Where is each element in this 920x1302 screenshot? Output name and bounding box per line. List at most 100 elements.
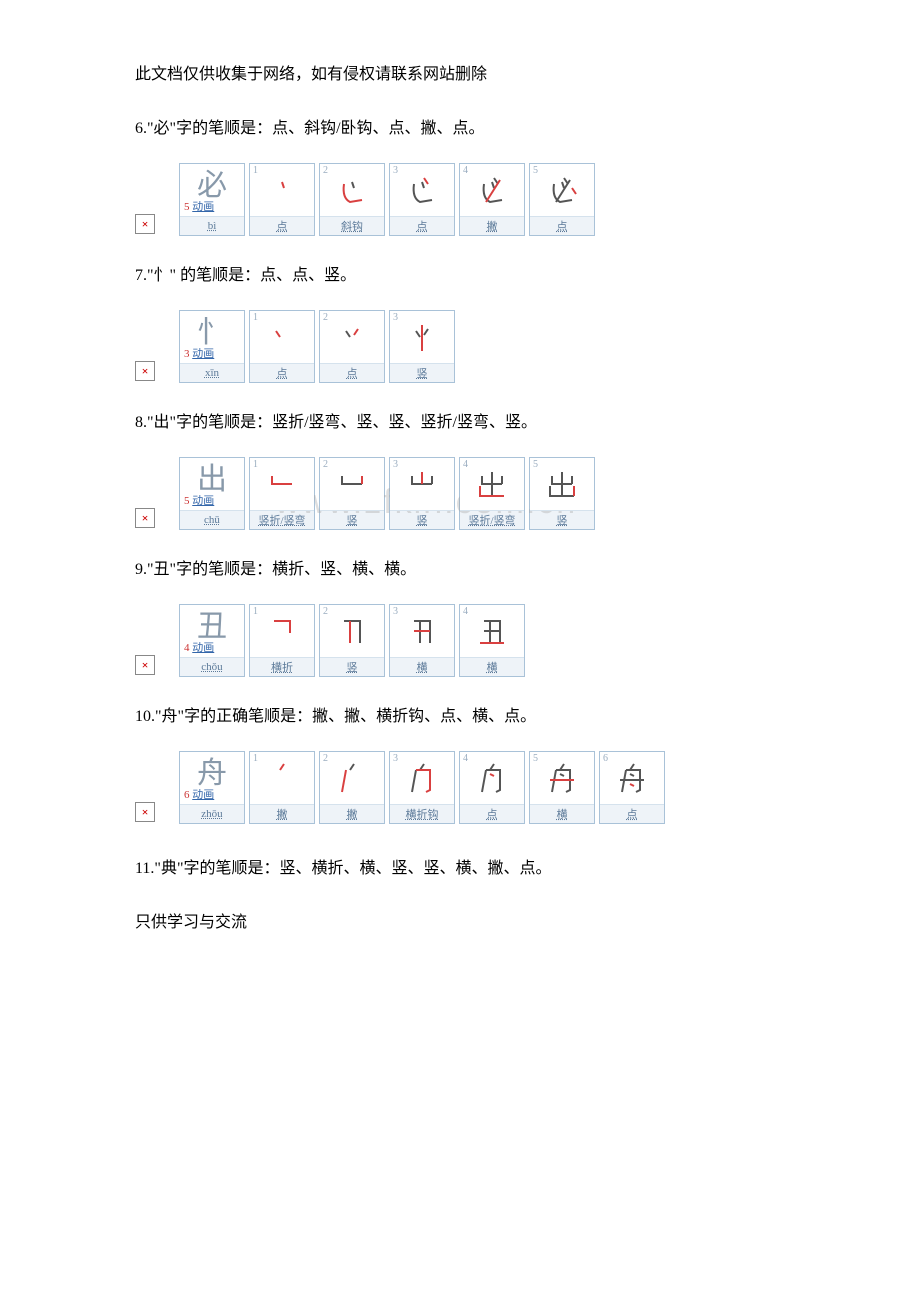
stroke-name: 竖折/竖弯: [250, 511, 314, 529]
step-number: 3: [393, 753, 398, 764]
step-number: 1: [253, 165, 258, 176]
stroke-cell: 4竖折/竖弯: [459, 457, 525, 530]
stroke-svg: [332, 464, 372, 504]
broken-image-icon: ×: [135, 508, 155, 528]
stroke-name: 点: [600, 805, 664, 823]
stroke-cell: 1横折: [249, 604, 315, 677]
stroke-name: 点: [250, 364, 314, 382]
stroke-name: 点: [530, 217, 594, 235]
stroke-cell-body: 3: [390, 164, 454, 217]
stroke-cell-body: 5: [530, 752, 594, 805]
stroke-diagram-row: ×舟6 动画zhōu1撇2撇3横折钩4点5横6点: [135, 751, 785, 824]
stroke-cell-body: 1: [250, 164, 314, 217]
entry-9: 9."丑"字的笔顺是：横折、竖、横、横。×丑4 动画chǒu1横折2竖3横4横: [135, 555, 785, 677]
stroke-name: 竖: [320, 511, 384, 529]
footer-note: 只供学习与交流: [135, 908, 785, 932]
stroke-cell-body: 3: [390, 605, 454, 658]
entry-text: 8."出"字的笔顺是：竖折/竖弯、竖、竖、竖折/竖弯、竖。: [135, 408, 785, 432]
stroke-cell-body: 4: [460, 752, 524, 805]
step-number: 1: [253, 753, 258, 764]
stroke-cell: 4撇: [459, 163, 525, 236]
stroke-svg: [262, 464, 302, 504]
stroke-cell: 3竖: [389, 457, 455, 530]
stroke-cell: 3横: [389, 604, 455, 677]
stroke-diagram-row: ×必5 动画bì1点2斜钩3点4撇5点: [135, 163, 785, 236]
stroke-count: 4 动画: [184, 639, 214, 655]
step-number: 5: [533, 753, 538, 764]
broken-image-icon: ×: [135, 655, 155, 675]
stroke-cell-body: 3: [390, 458, 454, 511]
stroke-svg: [332, 758, 372, 798]
entry-6: 6."必"字的笔顺是：点、斜钩/卧钩、点、撇、点。×必5 动画bì1点2斜钩3点…: [135, 114, 785, 236]
stroke-name: 横折: [250, 658, 314, 676]
pinyin-label: zhōu: [180, 805, 244, 823]
pinyin-label: chǒu: [180, 658, 244, 676]
anim-link[interactable]: 动画: [192, 348, 214, 360]
pinyin-label: xīn: [180, 364, 244, 382]
stroke-svg: [262, 611, 302, 651]
step-number: 1: [253, 459, 258, 470]
stroke-name: 横: [460, 658, 524, 676]
stroke-svg: [472, 464, 512, 504]
stroke-svg: [612, 758, 652, 798]
entries-container: 6."必"字的笔顺是：点、斜钩/卧钩、点、撇、点。×必5 动画bì1点2斜钩3点…: [135, 114, 785, 824]
stroke-cell: 2撇: [319, 751, 385, 824]
anim-link[interactable]: 动画: [192, 789, 214, 801]
stroke-table: 舟6 动画zhōu1撇2撇3横折钩4点5横6点: [179, 751, 665, 824]
stroke-cell: 5竖: [529, 457, 595, 530]
stroke-cell-body: 1: [250, 311, 314, 364]
char-main-cell: 忄3 动画xīn: [179, 310, 245, 383]
entry-11-text: 11."典"字的笔顺是：竖、横折、横、竖、竖、横、撇、点。: [135, 854, 785, 878]
stroke-cell-body: 1: [250, 752, 314, 805]
char-glyph: 出: [197, 465, 227, 495]
stroke-table: 出5 动画chū1竖折/竖弯2竖3竖4竖折/竖弯5竖: [179, 457, 595, 530]
char-glyph: 丑: [197, 612, 227, 642]
stroke-diagram-row: ×丑4 动画chǒu1横折2竖3横4横: [135, 604, 785, 677]
stroke-count: 5 动画: [184, 198, 214, 214]
stroke-name: 横: [530, 805, 594, 823]
entry-text: 7."忄" 的笔顺是：点、点、竖。: [135, 261, 785, 285]
stroke-name: 竖: [390, 511, 454, 529]
stroke-cell-body: 5: [530, 458, 594, 511]
step-number: 2: [323, 459, 328, 470]
stroke-svg: [262, 758, 302, 798]
stroke-cell: 2竖: [319, 457, 385, 530]
step-number: 4: [463, 165, 468, 176]
anim-link[interactable]: 动画: [192, 201, 214, 213]
stroke-name: 竖: [320, 658, 384, 676]
stroke-diagram-row: ×出5 动画chū1竖折/竖弯2竖3竖4竖折/竖弯5竖: [135, 457, 785, 530]
step-number: 2: [323, 312, 328, 323]
stroke-name: 点: [250, 217, 314, 235]
stroke-svg: [332, 170, 372, 210]
stroke-name: 撇: [460, 217, 524, 235]
stroke-cell-body: 6: [600, 752, 664, 805]
stroke-cell: 3点: [389, 163, 455, 236]
stroke-cell-body: 1: [250, 458, 314, 511]
step-number: 2: [323, 606, 328, 617]
anim-link[interactable]: 动画: [192, 495, 214, 507]
anim-link[interactable]: 动画: [192, 642, 214, 654]
stroke-count: 3 动画: [184, 345, 214, 361]
char-main-body: 忄3 动画: [180, 311, 244, 364]
step-number: 4: [463, 459, 468, 470]
entry-8: 8."出"字的笔顺是：竖折/竖弯、竖、竖、竖折/竖弯、竖。www.zfkin.c…: [135, 408, 785, 530]
stroke-name: 点: [320, 364, 384, 382]
stroke-svg: [472, 170, 512, 210]
stroke-cell: 1点: [249, 310, 315, 383]
stroke-cell: 5点: [529, 163, 595, 236]
step-number: 2: [323, 165, 328, 176]
stroke-cell-body: 3: [390, 311, 454, 364]
stroke-cell-body: 1: [250, 605, 314, 658]
stroke-name: 横: [390, 658, 454, 676]
stroke-cell: 3横折钩: [389, 751, 455, 824]
stroke-count: 5 动画: [184, 492, 214, 508]
stroke-svg: [542, 464, 582, 504]
stroke-svg: [402, 464, 442, 504]
pinyin-label: bì: [180, 217, 244, 235]
stroke-table: 必5 动画bì1点2斜钩3点4撇5点: [179, 163, 595, 236]
document-page: 此文档仅供收集于网络，如有侵权请联系网站删除 6."必"字的笔顺是：点、斜钩/卧…: [0, 0, 920, 972]
char-glyph: 必: [197, 171, 227, 201]
stroke-svg: [472, 758, 512, 798]
step-number: 3: [393, 459, 398, 470]
stroke-svg: [402, 758, 442, 798]
